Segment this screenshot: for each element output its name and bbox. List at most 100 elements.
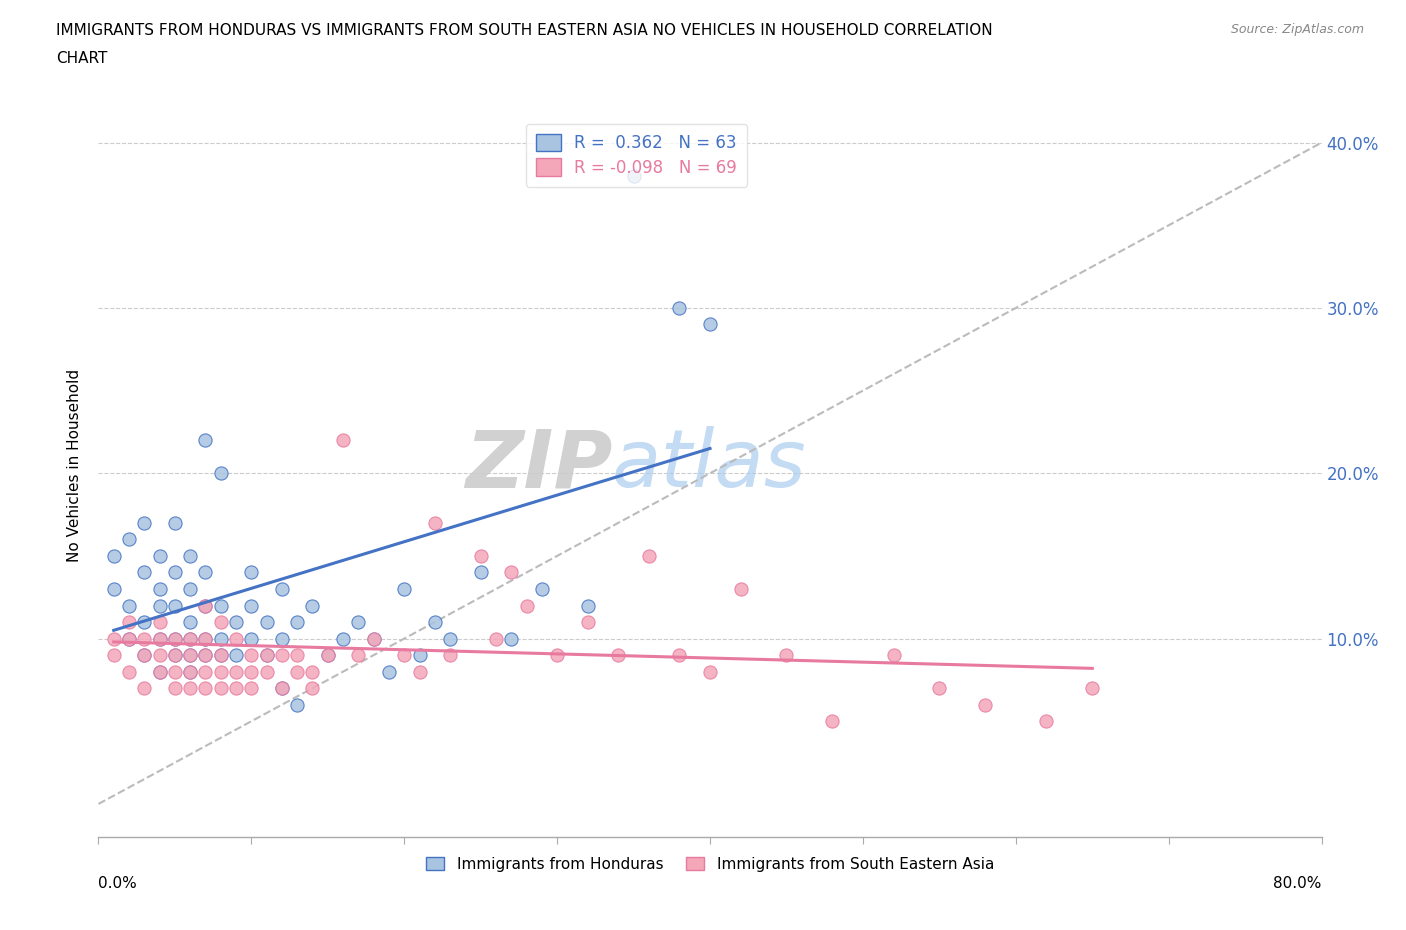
Point — [118, 631, 141, 646]
Point — [225, 631, 247, 646]
Point — [928, 681, 950, 696]
Text: IMMIGRANTS FROM HONDURAS VS IMMIGRANTS FROM SOUTH EASTERN ASIA NO VEHICLES IN HO: IMMIGRANTS FROM HONDURAS VS IMMIGRANTS F… — [56, 23, 993, 38]
Text: 80.0%: 80.0% — [1274, 876, 1322, 891]
Point — [316, 647, 339, 662]
Point — [163, 681, 186, 696]
Point — [270, 681, 292, 696]
Point — [163, 647, 186, 662]
Point — [256, 664, 278, 679]
Point — [194, 598, 217, 613]
Point — [179, 581, 201, 596]
Point — [163, 631, 186, 646]
Point — [194, 681, 217, 696]
Point — [134, 681, 156, 696]
Point — [623, 168, 645, 183]
Point — [240, 664, 263, 679]
Point — [240, 631, 263, 646]
Point — [134, 647, 156, 662]
Point — [270, 581, 292, 596]
Y-axis label: No Vehicles in Household: No Vehicles in Household — [67, 368, 83, 562]
Point — [225, 664, 247, 679]
Point — [179, 664, 201, 679]
Point — [149, 549, 172, 564]
Point — [194, 647, 217, 662]
Point — [163, 565, 186, 580]
Point — [576, 598, 599, 613]
Point — [163, 515, 186, 530]
Point — [118, 631, 141, 646]
Point — [179, 647, 201, 662]
Text: ZIP: ZIP — [465, 426, 612, 504]
Point — [347, 615, 370, 630]
Point — [118, 598, 141, 613]
Point — [179, 549, 201, 564]
Point — [149, 664, 172, 679]
Point — [668, 300, 690, 315]
Point — [209, 647, 232, 662]
Point — [1081, 681, 1104, 696]
Point — [316, 647, 339, 662]
Point — [332, 432, 354, 447]
Point — [209, 615, 232, 630]
Point — [546, 647, 568, 662]
Point — [225, 615, 247, 630]
Point — [134, 647, 156, 662]
Point — [883, 647, 905, 662]
Point — [179, 664, 201, 679]
Point — [240, 681, 263, 696]
Point — [240, 565, 263, 580]
Point — [149, 581, 172, 596]
Point — [501, 631, 523, 646]
Point — [149, 631, 172, 646]
Point — [730, 581, 752, 596]
Point — [118, 532, 141, 547]
Point — [209, 466, 232, 481]
Legend: Immigrants from Honduras, Immigrants from South Eastern Asia: Immigrants from Honduras, Immigrants fro… — [420, 850, 1000, 878]
Point — [439, 647, 461, 662]
Point — [149, 664, 172, 679]
Point — [637, 549, 661, 564]
Point — [163, 647, 186, 662]
Point — [240, 598, 263, 613]
Point — [209, 631, 232, 646]
Point — [209, 664, 232, 679]
Point — [194, 647, 217, 662]
Point — [301, 664, 323, 679]
Point — [179, 631, 201, 646]
Point — [699, 664, 721, 679]
Point — [408, 647, 430, 662]
Point — [423, 615, 446, 630]
Point — [149, 631, 172, 646]
Point — [285, 615, 308, 630]
Text: Source: ZipAtlas.com: Source: ZipAtlas.com — [1230, 23, 1364, 36]
Point — [668, 647, 690, 662]
Point — [179, 681, 201, 696]
Point — [530, 581, 553, 596]
Point — [516, 598, 538, 613]
Point — [225, 681, 247, 696]
Point — [194, 631, 217, 646]
Point — [149, 598, 172, 613]
Text: 0.0%: 0.0% — [98, 876, 138, 891]
Point — [576, 615, 599, 630]
Point — [134, 615, 156, 630]
Point — [439, 631, 461, 646]
Point — [163, 664, 186, 679]
Point — [194, 432, 217, 447]
Text: CHART: CHART — [56, 51, 108, 66]
Point — [194, 664, 217, 679]
Point — [699, 317, 721, 332]
Point — [347, 647, 370, 662]
Point — [1035, 714, 1057, 729]
Point — [225, 647, 247, 662]
Point — [470, 565, 492, 580]
Point — [974, 698, 997, 712]
Point — [134, 631, 156, 646]
Point — [392, 647, 416, 662]
Point — [194, 631, 217, 646]
Point — [301, 681, 323, 696]
Point — [256, 647, 278, 662]
Point — [134, 515, 156, 530]
Point — [209, 598, 232, 613]
Point — [775, 647, 797, 662]
